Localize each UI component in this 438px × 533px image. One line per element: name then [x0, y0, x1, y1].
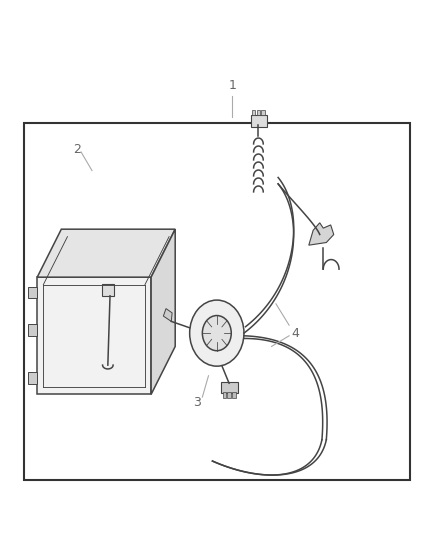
Polygon shape: [28, 287, 37, 298]
Text: 2: 2: [73, 143, 81, 156]
Text: 1: 1: [228, 79, 236, 92]
Polygon shape: [163, 309, 172, 321]
Polygon shape: [151, 229, 175, 394]
Bar: [232, 392, 236, 398]
Polygon shape: [37, 229, 175, 277]
Bar: [252, 110, 255, 115]
Bar: [251, 115, 267, 127]
Polygon shape: [37, 277, 151, 394]
Bar: [24, 123, 410, 480]
Bar: [257, 110, 260, 115]
Text: 4: 4: [292, 327, 300, 340]
Bar: [223, 392, 226, 398]
Text: 3: 3: [193, 396, 201, 409]
Circle shape: [190, 300, 244, 366]
Bar: [227, 392, 231, 398]
Bar: [102, 284, 114, 296]
Bar: [221, 382, 238, 393]
Polygon shape: [309, 223, 334, 245]
Bar: [261, 110, 265, 115]
Polygon shape: [28, 372, 37, 384]
Polygon shape: [28, 324, 37, 336]
Circle shape: [202, 316, 231, 351]
